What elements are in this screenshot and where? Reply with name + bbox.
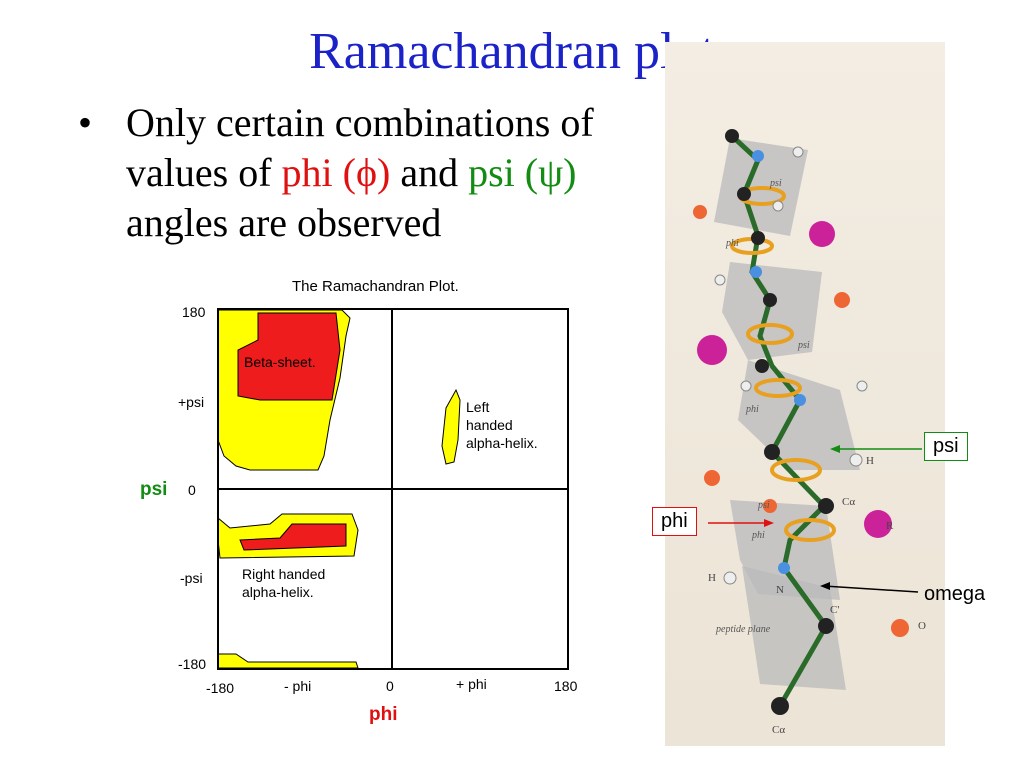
right-helix-line1: Right handed: [242, 566, 326, 582]
phi-rotation-ring-3: [784, 518, 836, 542]
atom-magenta: [864, 510, 892, 538]
psi-label-mid: psi: [758, 500, 770, 511]
phi-label-top: phi: [726, 238, 739, 249]
atom-blue: [794, 394, 806, 406]
n-label: N: [776, 584, 784, 596]
phi-arrow-head: [764, 519, 774, 527]
y-tick-minus-180: -180: [178, 656, 207, 672]
omega-arrow-head: [820, 582, 830, 590]
y-tick-minus-psi: -psi: [180, 570, 203, 586]
c-alpha-label-mid: Cα: [842, 496, 856, 508]
atom-white: [849, 453, 863, 467]
atom-blue: [750, 266, 762, 278]
psi-callout: psi: [924, 432, 968, 461]
phi-callout: phi: [652, 507, 697, 536]
atom-orange: [891, 619, 909, 637]
left-helix-line3: alpha-helix.: [466, 435, 538, 451]
bullet-text: Only certain combinations of values of p…: [126, 98, 646, 248]
atom-black: [751, 231, 765, 245]
x-tick-0: 0: [386, 678, 394, 694]
atom-blue: [752, 150, 764, 162]
peptide-plane-label: peptide plane: [716, 624, 771, 635]
atom-orange: [763, 499, 777, 513]
y-tick-plus-psi: +psi: [178, 394, 205, 410]
beta-sheet-label: Beta-sheet.: [244, 354, 316, 370]
bullet-text-part1: Only certain combinations of values of: [126, 100, 594, 195]
psi-rotation-ring-2: [746, 323, 794, 345]
left-helix-line2: handed: [466, 417, 513, 433]
peptide-plane-5: [742, 566, 846, 690]
backbone: [730, 134, 829, 708]
left-helix-region: [441, 388, 461, 465]
atom-orange: [693, 205, 707, 219]
phi-label-2: phi: [746, 404, 759, 415]
atom-white: [772, 200, 784, 212]
omega-callout: omega: [924, 583, 986, 605]
psi-label-top: psi: [770, 178, 782, 189]
atom-black: [764, 444, 780, 460]
beta-core-region: [237, 312, 341, 401]
o-label: O: [918, 620, 926, 632]
right-helix-core-region: [239, 523, 347, 551]
atom-white: [714, 274, 726, 286]
atom-black: [818, 618, 834, 634]
h-label-2: H: [708, 572, 716, 584]
x-tick-minus-180: -180: [206, 680, 235, 696]
omega-arrow: [823, 585, 919, 593]
x-tick-180: 180: [554, 678, 578, 694]
atom-orange: [834, 292, 850, 308]
r-label: R: [886, 520, 894, 532]
right-helix-line2: alpha-helix.: [242, 584, 314, 600]
atom-white: [792, 146, 804, 158]
atom-black: [725, 129, 739, 143]
bullet-text-part3: angles are observed: [126, 200, 442, 245]
phi-rotation-ring-2: [754, 378, 802, 398]
right-helix-label: Right handed alpha-helix.: [242, 565, 325, 601]
atom-orange: [704, 470, 720, 486]
bullet-psi: psi (ψ): [468, 150, 577, 195]
phi-label-mid: phi: [752, 530, 765, 541]
c-alpha-label-bottom: Cα: [772, 724, 786, 736]
peptide-plane-3: [738, 360, 860, 470]
atom-black: [771, 697, 789, 715]
bullet-phi: phi (ϕ): [281, 150, 391, 195]
atom-black: [763, 293, 777, 307]
x-tick-plus-phi: + phi: [456, 676, 487, 692]
bullet-dot: •: [78, 100, 93, 145]
psi-rotation-ring-3: [770, 458, 822, 482]
c-prime-label: C': [830, 604, 840, 616]
atom-black: [818, 498, 834, 514]
atom-white: [740, 380, 752, 392]
plot-title: The Ramachandran Plot.: [292, 278, 459, 295]
atom-blue: [778, 562, 790, 574]
atom-black: [737, 187, 751, 201]
atom-white: [856, 380, 868, 392]
h-label-1: H: [866, 455, 874, 467]
y-tick-180: 180: [182, 304, 206, 320]
atom-white: [723, 571, 737, 585]
slide-title: Ramachandran plot: [309, 23, 715, 80]
bullet-text-part2: and: [390, 150, 469, 195]
left-helix-line1: Left: [466, 399, 490, 415]
y-axis-label: psi: [140, 479, 168, 500]
x-axis-label: phi: [369, 704, 398, 725]
psi-arrow-head: [830, 445, 840, 453]
y-tick-0: 0: [188, 482, 196, 498]
atom-black: [755, 359, 769, 373]
atom-magenta: [697, 335, 727, 365]
atom-magenta: [809, 221, 835, 247]
left-helix-label: Left handed alpha-helix.: [466, 398, 538, 452]
x-tick-minus-phi: - phi: [284, 678, 312, 694]
psi-label-2: psi: [798, 340, 810, 351]
